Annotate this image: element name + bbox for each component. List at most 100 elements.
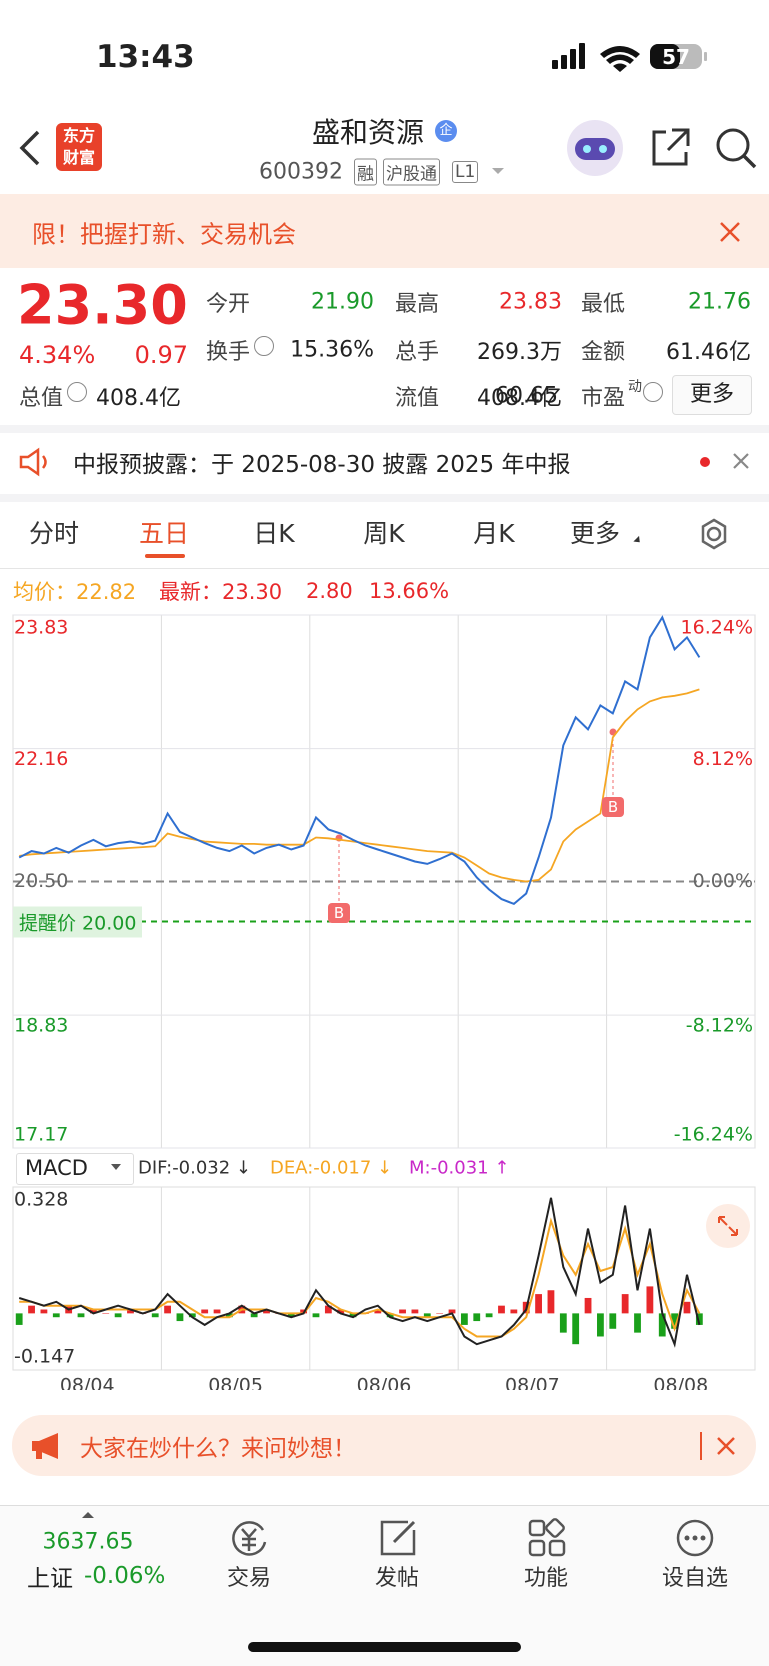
share-button[interactable] bbox=[648, 126, 692, 170]
macd-bar bbox=[164, 1305, 171, 1314]
macd-bar bbox=[411, 1309, 419, 1314]
banner-close[interactable] bbox=[718, 220, 742, 244]
index-value[interactable]: 3637.65 bbox=[42, 1529, 134, 1555]
macd-bar bbox=[201, 1309, 209, 1314]
y-tick-label: 23.83 bbox=[14, 617, 68, 639]
speaker-icon bbox=[19, 447, 47, 477]
macd-bar bbox=[646, 1286, 654, 1314]
field-value: 15.36% bbox=[290, 337, 374, 363]
post-icon bbox=[380, 1520, 416, 1556]
app-logo: 东方 财富 bbox=[56, 123, 102, 171]
promo-banner[interactable] bbox=[0, 194, 769, 268]
dropdown-arrow[interactable] bbox=[490, 166, 506, 176]
macd-bar bbox=[621, 1294, 629, 1314]
nav-item[interactable]: 交易 bbox=[226, 1566, 272, 1591]
field-value: 408.4亿 bbox=[477, 386, 562, 411]
expand-button[interactable] bbox=[706, 1204, 750, 1248]
settings-button[interactable] bbox=[698, 518, 730, 550]
macd-bar bbox=[671, 1313, 679, 1329]
macd-bar bbox=[337, 1309, 345, 1314]
y2-tick-label: -16.24% bbox=[674, 1124, 753, 1146]
price-line bbox=[18, 615, 701, 906]
field-label: 金额 bbox=[581, 340, 626, 365]
info-icon bbox=[254, 336, 274, 356]
field-label: 最高 bbox=[395, 292, 440, 317]
macd-bar bbox=[634, 1313, 641, 1333]
macd-bar bbox=[349, 1313, 357, 1318]
stock-tag: 融 bbox=[354, 158, 377, 186]
macd-bar bbox=[263, 1309, 270, 1314]
ask-banner[interactable] bbox=[12, 1415, 756, 1476]
field-label: 最低 bbox=[581, 292, 626, 317]
macd-bar bbox=[386, 1313, 394, 1318]
spacer bbox=[0, 1390, 769, 1402]
nav-item[interactable]: 发帖 bbox=[374, 1566, 420, 1591]
stock-tag: L1 bbox=[452, 161, 479, 183]
indicator-select[interactable] bbox=[16, 1153, 134, 1185]
macd-bar bbox=[102, 1313, 110, 1314]
macd-bar bbox=[312, 1313, 320, 1318]
indicator-name: MACD bbox=[25, 1156, 88, 1180]
stock-code: 600392 bbox=[259, 159, 343, 185]
macd-bar bbox=[547, 1290, 555, 1314]
macd-bar bbox=[658, 1313, 666, 1337]
field-value: 60.65 bbox=[495, 383, 558, 409]
y-tick-label: 20.50 bbox=[14, 870, 68, 892]
field-value: 269.3万 bbox=[477, 340, 562, 365]
macd-bar bbox=[559, 1313, 567, 1333]
macd-bar bbox=[584, 1297, 592, 1314]
back-button[interactable] bbox=[18, 128, 42, 168]
chart-tab[interactable]: 五日 bbox=[138, 519, 190, 548]
field-label: 市盈 bbox=[581, 386, 626, 411]
macd-bar bbox=[77, 1313, 85, 1318]
nav-item[interactable]: 设自选 bbox=[661, 1566, 729, 1591]
buy-marker[interactable]: B bbox=[602, 797, 624, 817]
chart-tab[interactable]: 周K bbox=[363, 519, 405, 548]
notice-close[interactable] bbox=[696, 450, 756, 474]
y-tick-label: 22.16 bbox=[14, 748, 68, 770]
y-tick-label: 17.17 bbox=[14, 1124, 68, 1146]
more-button[interactable]: 更多 bbox=[672, 375, 752, 415]
latest-percent: 13.66% bbox=[369, 579, 450, 603]
ask-close[interactable] bbox=[715, 1435, 737, 1457]
macd-bar bbox=[15, 1313, 23, 1325]
chart-tab[interactable]: 日K bbox=[253, 519, 295, 548]
macd-bar bbox=[460, 1313, 468, 1325]
chart-tab[interactable]: 更多 bbox=[569, 519, 621, 548]
chart-tab[interactable]: 分时 bbox=[28, 519, 80, 548]
field-label: 流值 bbox=[395, 386, 440, 411]
macd-bar bbox=[40, 1309, 48, 1314]
dif-label: DIF:-0.032 ↓ bbox=[138, 1157, 252, 1179]
logo-text: 东方 bbox=[62, 126, 95, 145]
macd-bar bbox=[510, 1309, 518, 1314]
avg-price: 均价：22.82 bbox=[13, 580, 137, 604]
field-label: 今开 bbox=[206, 292, 251, 317]
nav-item[interactable]: 功能 bbox=[523, 1566, 569, 1591]
notice-text[interactable]: 中报预披露：于 2025-08-30 披露 2025 年中报 bbox=[73, 452, 571, 478]
latest-price: 最新：23.30 bbox=[159, 580, 283, 604]
field-value: 61.46亿 bbox=[666, 340, 751, 365]
assistant-icon[interactable] bbox=[563, 118, 627, 178]
y2-tick-label: 0.00% bbox=[693, 870, 753, 892]
macd-bar bbox=[374, 1309, 382, 1314]
status-icons bbox=[552, 43, 707, 72]
function-icon bbox=[528, 1518, 566, 1557]
bottom-nav bbox=[0, 1505, 769, 1666]
macd-bar bbox=[127, 1309, 134, 1314]
y-tick-label: 18.83 bbox=[14, 1015, 68, 1037]
index-name[interactable]: 上证 bbox=[27, 1566, 73, 1592]
index-change[interactable]: -0.06% bbox=[84, 1563, 166, 1589]
buy-marker[interactable]: B bbox=[328, 903, 350, 923]
dif-line bbox=[18, 1197, 701, 1348]
battery-level: 57 bbox=[662, 45, 690, 69]
macd-bar bbox=[324, 1305, 332, 1314]
field-label: 总手 bbox=[395, 340, 440, 365]
search-button[interactable] bbox=[714, 126, 758, 170]
info-icon bbox=[67, 382, 87, 402]
logo-text: 财富 bbox=[62, 148, 95, 167]
alert-label[interactable]: 提醒价 20.00 bbox=[13, 906, 143, 938]
stock-tag: 沪股通 bbox=[383, 158, 440, 186]
chart-tab[interactable]: 月K bbox=[473, 519, 515, 548]
macd-tick-label: 0.328 bbox=[14, 1189, 68, 1211]
